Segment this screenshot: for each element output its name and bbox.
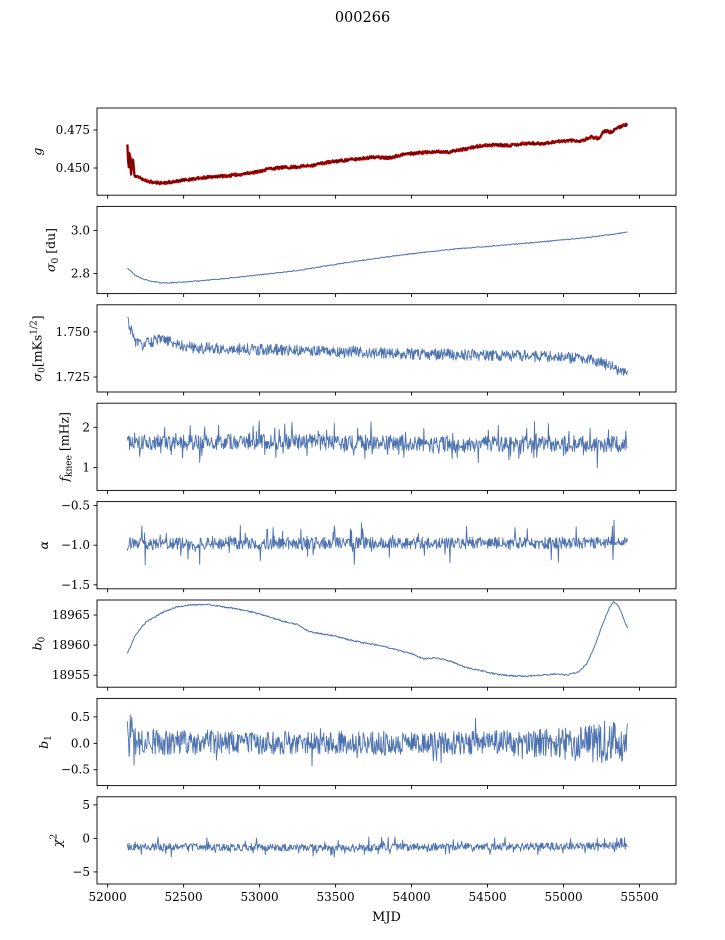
y-tick-label: −1.5 <box>61 578 90 592</box>
series-fknee <box>126 420 628 469</box>
figure-title: 000266 <box>335 10 390 26</box>
x-axis-label: MJD <box>372 910 401 925</box>
x-tick-label: 54500 <box>468 890 506 904</box>
series-b1 <box>126 714 628 767</box>
x-tick-label: 54000 <box>392 890 430 904</box>
y-axis-label-sigma0-du: σ0 [du] <box>43 228 61 272</box>
series-sigma0-du <box>127 231 628 284</box>
x-tick-label: 55500 <box>620 890 658 904</box>
y-tick-label: 1.725 <box>56 370 90 384</box>
y-tick-label: 1 <box>82 460 90 474</box>
y-tick-label: 2.8 <box>71 267 90 281</box>
panel-fknee: 1 2 fknee [mHz] <box>56 402 677 494</box>
series-gain-dark-overlay <box>126 123 628 185</box>
x-tick-label: 52000 <box>89 890 127 904</box>
y-tick-label: −1.0 <box>61 538 90 552</box>
y-tick-label: 0.475 <box>56 123 90 137</box>
plot-area-b1 <box>96 697 677 787</box>
panel-chi2: −5 0 5 52000 52500 53000 53500 54000 54500 55000 5… <box>50 796 677 904</box>
y-tick-label: 18965 <box>52 608 90 622</box>
y-axis-label-chi2: χ2 <box>50 834 65 848</box>
x-tick-label: 53000 <box>241 890 279 904</box>
y-tick-label: 18960 <box>52 638 90 652</box>
panel-alpha: −1.5 −1.0 −0.5 α <box>36 499 677 593</box>
y-tick-label: 0.5 <box>71 710 90 724</box>
y-tick-label: 2 <box>82 420 90 434</box>
y-tick-label: 1.750 <box>56 325 90 339</box>
series-alpha <box>126 519 628 566</box>
y-tick-label: 5 <box>82 798 90 812</box>
y-axis-label-fknee: fknee [mHz] <box>56 412 74 483</box>
series-gain-red <box>126 122 628 186</box>
panels: 0.450 0.475 g 2.8 3.0 σ0 [du] 1.725 1.750 σ0[mKs… <box>30 107 677 904</box>
y-tick-label: 18955 <box>52 668 90 682</box>
panel-sigma0-mks: 1.725 1.750 σ0[mKs1/2] <box>30 304 677 396</box>
series-chi2 <box>126 836 628 858</box>
y-tick-label: −0.5 <box>61 499 90 513</box>
y-tick-label: −5 <box>72 865 90 879</box>
y-axis-label-b1: b1 <box>36 735 54 749</box>
x-tick-label: 53500 <box>316 890 354 904</box>
x-tick-label: 52500 <box>165 890 203 904</box>
y-tick-label: 0 <box>82 831 90 845</box>
series-sigma0-mks <box>127 316 628 376</box>
plot-area-chi2 <box>96 796 677 885</box>
series-b0 <box>126 601 628 678</box>
y-tick-label: −0.5 <box>61 763 90 777</box>
plot-area-sigma0-mks <box>96 304 677 393</box>
plot-area-sigma0-du <box>96 205 677 295</box>
panel-b0: 18955 18960 18965 b0 <box>30 599 677 691</box>
y-tick-label: 0.0 <box>71 736 90 750</box>
panel-sigma0-du: 2.8 3.0 σ0 [du] <box>43 205 677 298</box>
plot-area-b0 <box>96 599 677 688</box>
y-tick-label: 3.0 <box>71 224 90 238</box>
y-axis-label-sigma0-mks: σ0[mKs1/2] <box>30 315 48 381</box>
y-axis-label-g: g <box>30 148 45 156</box>
y-tick-label: 0.450 <box>56 161 90 175</box>
panel-g: 0.450 0.475 g <box>30 107 677 199</box>
plot-area-fknee <box>96 402 677 491</box>
plot-area-g <box>96 107 677 196</box>
x-tick-label: 55000 <box>544 890 582 904</box>
y-axis-label-b0: b0 <box>30 636 48 650</box>
panel-b1: −0.5 0.0 0.5 b1 <box>36 697 677 790</box>
y-axis-label-alpha: α <box>36 540 51 549</box>
